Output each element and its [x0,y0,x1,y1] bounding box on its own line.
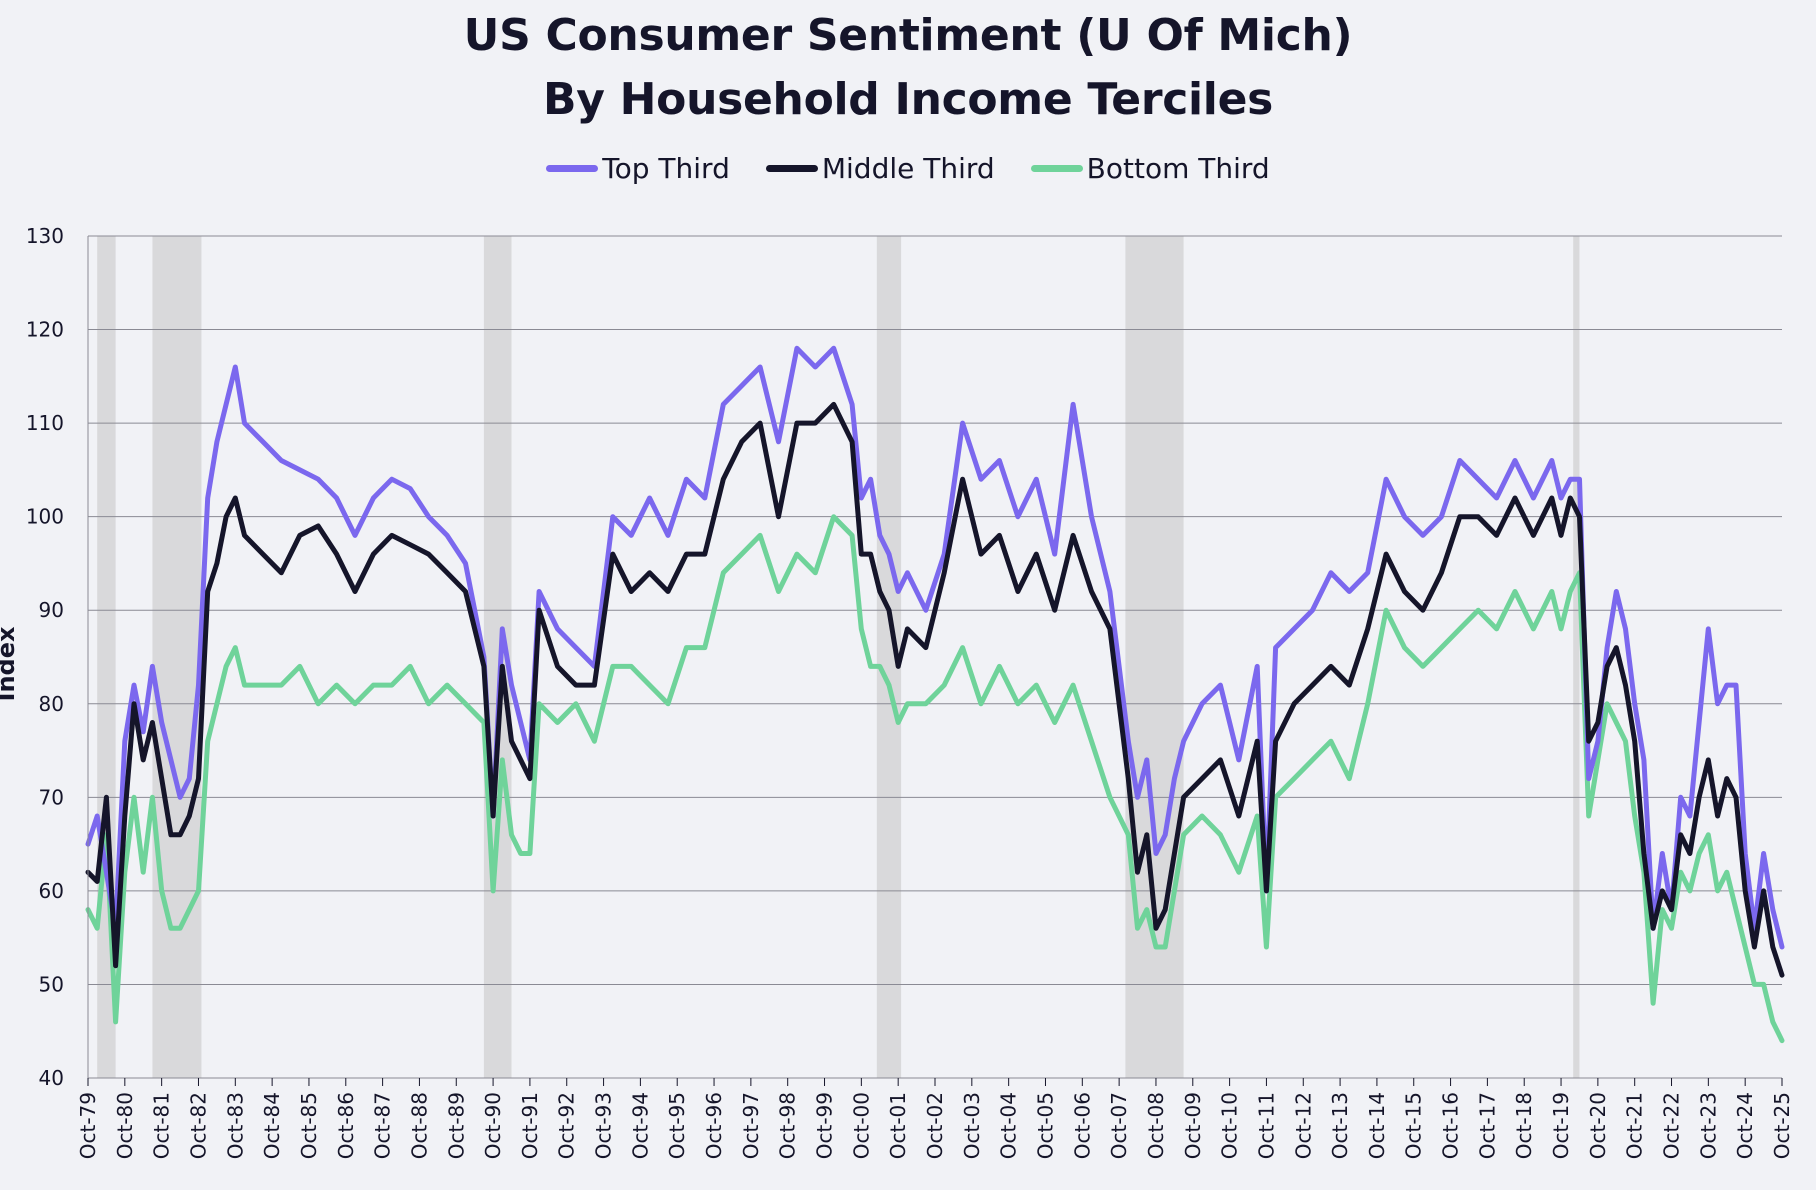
y-tick-label-110: 110 [26,411,64,435]
x-tick-label-18: Oct-97 [739,1092,763,1159]
x-tick-label-1: Oct-80 [113,1092,137,1159]
x-tick-label-16: Oct-95 [665,1092,689,1159]
y-tick-label-80: 80 [39,692,64,716]
x-tick-label-25: Oct-04 [997,1092,1021,1159]
x-tick-label-33: Oct-12 [1291,1092,1315,1159]
y-tick-label-70: 70 [39,785,64,809]
x-tick-label-30: Oct-09 [1181,1092,1205,1159]
x-tick-label-7: Oct-86 [334,1092,358,1159]
x-tick-label-45: Oct-24 [1733,1092,1757,1159]
x-tick-label-20: Oct-99 [813,1092,837,1159]
chart-subtitle: By Household Income Terciles [543,74,1273,125]
legend-swatch-middle-third [765,165,818,172]
y-tick-label-120: 120 [26,318,64,342]
legend-item-top-third: Top Third [546,152,730,185]
x-tick-label-17: Oct-96 [702,1092,726,1159]
x-tick-label-29: Oct-08 [1144,1092,1168,1159]
x-tick-label-24: Oct-03 [960,1092,984,1159]
y-tick-label-90: 90 [39,598,64,622]
x-tick-label-21: Oct-00 [849,1092,873,1159]
x-tick-label-27: Oct-06 [1070,1092,1094,1159]
x-tick-label-42: Oct-21 [1623,1092,1647,1159]
x-tick-label-37: Oct-16 [1439,1092,1463,1159]
y-tick-label-60: 60 [39,879,64,903]
gridlines [88,235,1782,1079]
series-lines [85,345,1785,1044]
legend-item-bottom-third: Bottom Third [1030,152,1270,185]
x-tick-label-43: Oct-22 [1660,1092,1684,1159]
x-tick-label-8: Oct-87 [371,1092,395,1159]
x-tick-label-38: Oct-17 [1475,1092,1499,1159]
x-tick-label-22: Oct-01 [886,1092,910,1159]
x-tick-label-0: Oct-79 [76,1092,100,1159]
x-tick-label-4: Oct-83 [223,1092,247,1159]
x-tick-label-44: Oct-23 [1696,1092,1720,1159]
y-axis-label: Index [0,626,20,701]
legend-label-bottom-third: Bottom Third [1086,152,1270,185]
x-tick-label-10: Oct-89 [444,1092,468,1159]
legend-label-top-third: Top Third [602,152,730,185]
x-tick-label-12: Oct-91 [518,1092,542,1159]
legend-swatch-top-third [546,165,599,172]
series-line-middle-third [85,401,1785,978]
recession-band-5 [1573,236,1580,1078]
x-tick-label-36: Oct-15 [1402,1092,1426,1159]
legend: Top Third Middle Third Bottom Third [0,152,1816,185]
legend-swatch-bottom-third [1030,165,1083,172]
x-tick-label-32: Oct-11 [1254,1092,1278,1159]
x-tick-label-23: Oct-02 [923,1092,947,1159]
x-tick-label-39: Oct-18 [1512,1092,1536,1159]
x-tick-label-40: Oct-19 [1549,1092,1573,1159]
y-tick-label-40: 40 [39,1066,64,1090]
x-tick-label-15: Oct-94 [628,1092,652,1159]
x-tick-label-31: Oct-10 [1218,1092,1242,1159]
series-line-top-third [85,345,1785,950]
x-tick-label-28: Oct-07 [1107,1092,1131,1159]
x-tick-label-26: Oct-05 [1033,1092,1057,1159]
x-tick-label-35: Oct-14 [1365,1092,1389,1159]
x-tick-label-14: Oct-93 [592,1092,616,1159]
x-tick-label-9: Oct-88 [407,1092,431,1159]
x-tick-label-46: Oct-25 [1770,1092,1794,1159]
chart-title: US Consumer Sentiment (U Of Mich) [463,10,1353,61]
legend-label-middle-third: Middle Third [821,152,995,185]
legend-item-middle-third: Middle Third [765,152,995,185]
x-tick-label-19: Oct-98 [776,1092,800,1159]
x-tick-label-5: Oct-84 [260,1092,284,1159]
recession-band-1 [152,236,202,1078]
y-tick-label-50: 50 [39,972,64,996]
x-tick-label-41: Oct-20 [1586,1092,1610,1159]
x-tick-label-3: Oct-82 [186,1092,210,1159]
y-tick-label-100: 100 [26,505,64,529]
recession-band-4 [1125,236,1184,1078]
y-tick-label-130: 130 [26,224,64,248]
x-tick-label-34: Oct-13 [1328,1092,1352,1159]
x-tick-label-11: Oct-90 [481,1092,505,1159]
x-tick-label-13: Oct-92 [555,1092,579,1159]
x-tick-label-2: Oct-81 [150,1092,174,1159]
series-line-bottom-third [85,514,1785,1044]
axes: 40 50 60 70 80 90 100 110 120 130 Oct-79 Oct-80 Oct-… [26,224,1794,1159]
x-tick-label-6: Oct-85 [297,1092,321,1159]
